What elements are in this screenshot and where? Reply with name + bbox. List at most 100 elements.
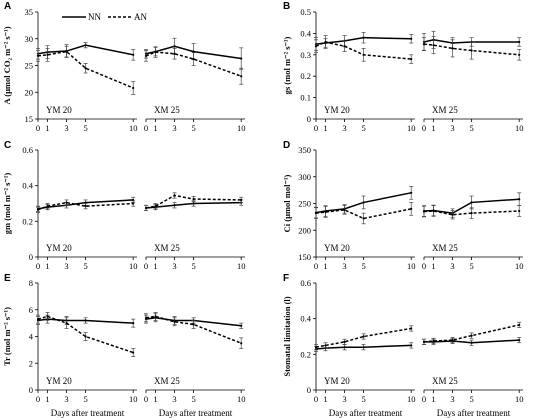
x-tick-label: 1 xyxy=(323,123,327,133)
x-tick-label: 0 xyxy=(36,394,40,404)
x-tick-label: 10 xyxy=(515,123,524,133)
y-tick-label: 0.1 xyxy=(300,93,311,103)
cultivar-label: YM 20 xyxy=(324,243,350,253)
data-point-an xyxy=(422,340,426,343)
legend: NN AN xyxy=(62,12,147,22)
x-tick-label: 3 xyxy=(342,261,346,271)
data-point-nn xyxy=(410,191,413,194)
y-tick-label: 0.4 xyxy=(300,314,311,324)
series-line-an xyxy=(145,315,242,344)
data-point-nn xyxy=(84,319,87,322)
data-point-nn xyxy=(470,201,473,204)
data-point-an xyxy=(84,67,87,70)
data-point-an xyxy=(451,47,454,50)
x-tick-label: 0 xyxy=(314,261,318,271)
x-tick-label: 0 xyxy=(144,394,148,404)
data-point-nn xyxy=(470,341,473,344)
subplot-ym-20: 0 1 3 5 10 YM 20 xyxy=(36,42,138,133)
x-tick-label: 5 xyxy=(83,261,87,271)
y-tick-label: 0.6 xyxy=(22,145,33,155)
data-point-an xyxy=(65,322,68,325)
x-tick-label: 0 xyxy=(422,123,426,133)
data-point-an xyxy=(36,54,40,57)
data-point-an xyxy=(470,212,473,215)
x-tick-label: 10 xyxy=(237,261,246,271)
y-tick-label: 0.4 xyxy=(300,28,311,38)
cultivar-label: YM 20 xyxy=(46,105,72,115)
data-point-an xyxy=(173,320,176,323)
panel-letter: B xyxy=(283,1,290,12)
x-tick-label: 10 xyxy=(515,261,524,271)
x-tick-label: 3 xyxy=(172,123,176,133)
x-axis-label: Days after treatment xyxy=(329,408,403,418)
cultivar-label: XM 25 xyxy=(154,105,180,115)
data-point-an xyxy=(470,49,473,52)
y-tick-label: 0 xyxy=(307,114,311,124)
data-point-nn xyxy=(173,204,176,207)
panel-letter: F xyxy=(283,273,289,284)
y-tick-label: 35 xyxy=(25,7,34,17)
x-tick-label: 3 xyxy=(172,261,176,271)
cultivar-label: XM 25 xyxy=(432,243,458,253)
y-axis-title: Tr (mol m⁻² s⁻¹) xyxy=(2,307,12,366)
x-tick-label: 5 xyxy=(469,261,473,271)
data-point-an xyxy=(46,315,49,318)
data-point-an xyxy=(144,206,148,210)
data-point-an xyxy=(451,338,454,342)
y-tick-label: 0 xyxy=(29,252,33,262)
x-tick-label: 5 xyxy=(469,394,473,404)
y-tick-label: 0.2 xyxy=(300,349,311,359)
x-tick-label: 3 xyxy=(450,123,454,133)
data-point-an xyxy=(432,209,435,213)
x-tick-label: 3 xyxy=(342,394,346,404)
y-tick-label: 15 xyxy=(25,114,34,124)
series-line-an xyxy=(315,41,412,60)
x-tick-label: 1 xyxy=(45,394,49,404)
y-tick-label: 0.2 xyxy=(300,71,311,81)
data-point-an xyxy=(518,323,521,327)
y-tick-label: 0 xyxy=(307,385,311,395)
data-point-an xyxy=(343,45,346,48)
data-point-nn xyxy=(362,36,365,39)
x-tick-label: 5 xyxy=(361,261,365,271)
x-tick-label: 5 xyxy=(191,123,195,133)
x-tick-label: 10 xyxy=(237,123,246,133)
data-point-an xyxy=(410,327,413,330)
data-point-nn xyxy=(410,344,413,347)
cultivar-label: XM 25 xyxy=(432,376,458,386)
subplot-ym-20: 0 1 3 5 10 YM 20 xyxy=(314,186,415,271)
data-point-an xyxy=(144,54,148,57)
data-point-nn xyxy=(362,346,365,349)
x-tick-label: 3 xyxy=(172,394,176,404)
y-axis-title: Stomatal limitation (l) xyxy=(282,296,292,376)
data-point-an xyxy=(362,217,365,220)
data-point-an xyxy=(324,210,327,214)
x-tick-label: 10 xyxy=(129,123,138,133)
data-point-an xyxy=(324,344,327,347)
series-line-an xyxy=(37,201,134,211)
data-point-an xyxy=(84,205,87,208)
data-point-an xyxy=(84,335,87,338)
x-tick-label: 1 xyxy=(153,394,157,404)
data-point-nn xyxy=(192,202,195,205)
data-point-an xyxy=(154,205,157,208)
x-tick-label: 5 xyxy=(469,123,473,133)
x-axis-label: Days after treatment xyxy=(437,408,511,418)
x-tick-label: 0 xyxy=(36,261,40,271)
y-tick-label: 0.3 xyxy=(300,50,311,60)
x-tick-label: 0 xyxy=(144,261,148,271)
x-tick-label: 5 xyxy=(191,261,195,271)
x-tick-label: 1 xyxy=(45,123,49,133)
data-point-an xyxy=(432,44,435,47)
y-tick-label: 150 xyxy=(298,252,311,262)
x-tick-label: 3 xyxy=(64,261,68,271)
x-tick-label: 3 xyxy=(64,394,68,404)
series-line-an xyxy=(423,210,520,216)
data-point-nn xyxy=(84,44,87,47)
series-line-an xyxy=(37,50,134,89)
data-point-nn xyxy=(518,40,521,44)
subplot-xm-25: 0 1 3 5 10 XM 25 xyxy=(144,192,246,271)
x-tick-label: 10 xyxy=(129,261,138,271)
subplot-ym-20: 0 1 3 5 10 YM 20 Days after treatment xyxy=(314,325,415,418)
